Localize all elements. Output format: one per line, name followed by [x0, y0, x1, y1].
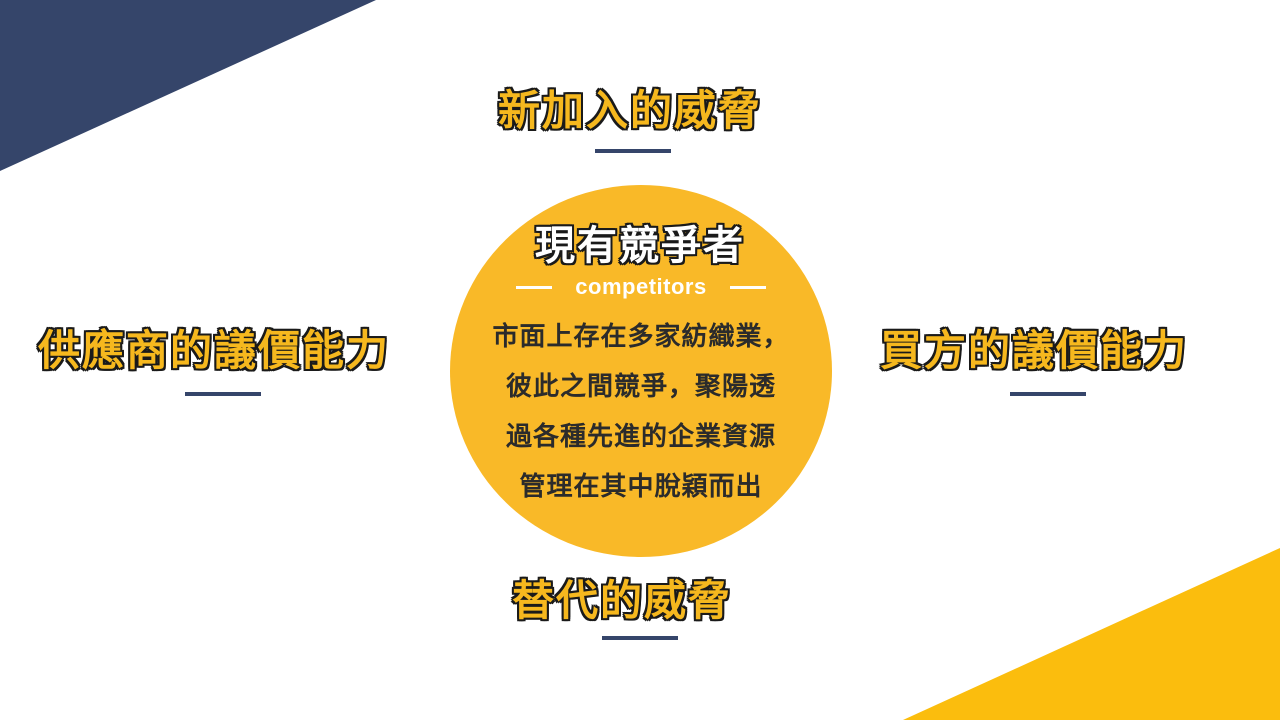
- center-subtitle-row: competitors: [516, 273, 766, 301]
- center-description: 市面上存在多家紡織業， 彼此之間競爭，聚陽透 過各種先進的企業資源 管理在其中脫…: [460, 312, 822, 512]
- description-line-3: 過各種先進的企業資源: [505, 422, 776, 452]
- right-force-heading: 買方的議價能力: [880, 326, 1189, 375]
- description-line-4: 管理在其中脫穎而出: [519, 472, 763, 502]
- left-force-underline: [185, 392, 261, 396]
- center-subtitle: competitors: [575, 274, 707, 299]
- top-left-navy-triangle: [0, 0, 376, 171]
- center-title: 現有競爭者: [535, 223, 745, 269]
- bottom-force-underline: [602, 636, 678, 640]
- left-force-heading: 供應商的議價能力: [38, 326, 391, 375]
- bottom-right-yellow-triangle: [903, 548, 1280, 720]
- top-force-underline: [595, 149, 671, 153]
- top-force-heading: 新加入的威脅: [498, 86, 763, 135]
- subtitle-left-dash: [516, 285, 552, 289]
- description-line-2: 彼此之間競爭，聚陽透: [505, 372, 776, 402]
- subtitle-right-dash: [729, 285, 766, 289]
- description-line-1: 市面上存在多家紡織業，: [492, 322, 790, 352]
- center-circle: [450, 185, 832, 557]
- bottom-force-heading: 替代的威脅: [512, 576, 733, 625]
- right-force-underline: [1010, 392, 1086, 396]
